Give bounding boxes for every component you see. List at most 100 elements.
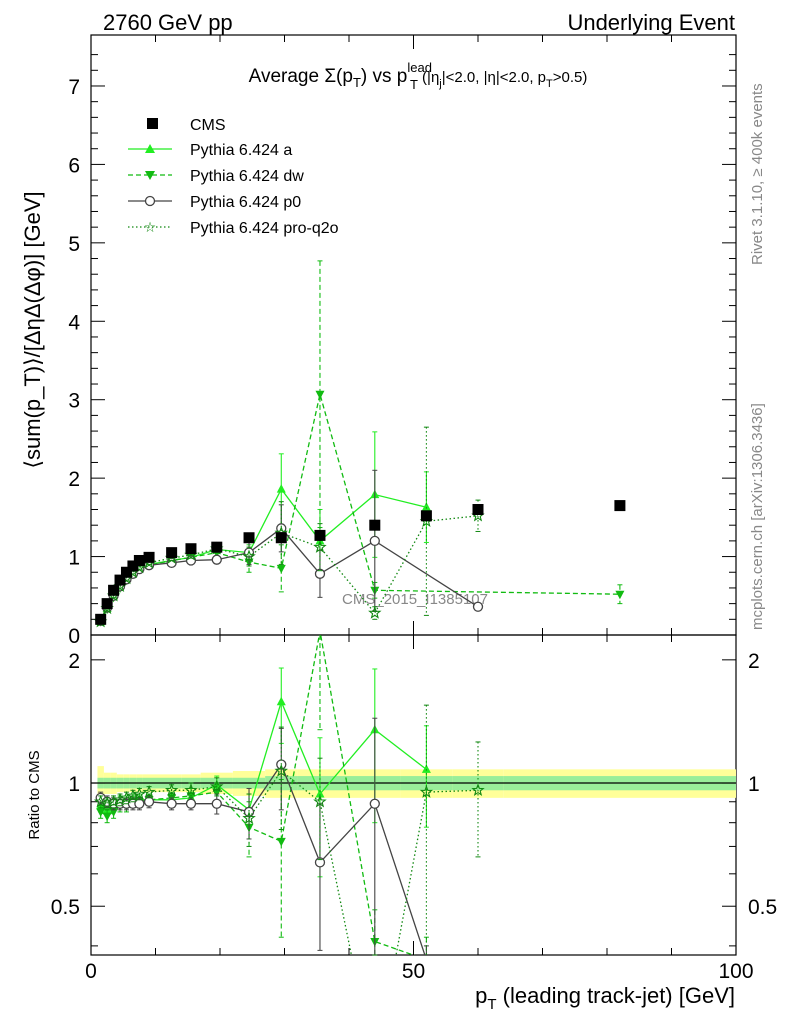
- ratio-pythia-6-424-a-marker: [102, 804, 112, 814]
- x-axis-label: pT (leading track-jet) [GeV]: [475, 983, 735, 1013]
- ratio-pythia-6-424-p0-marker: [134, 798, 145, 809]
- main-pythia-6-424-dw-marker: [615, 590, 625, 600]
- ratio-y-tick-label-left: 0.5: [51, 896, 80, 919]
- legend-cms-marker: [147, 118, 158, 129]
- cms-data-point: [133, 554, 145, 566]
- ratio-pythia-6-424-p0-marker: [314, 857, 326, 868]
- ratio-pythia-6-424-p0-marker: [211, 798, 222, 809]
- x-tick-label: 50: [402, 960, 425, 983]
- ratio-pythia-6-424-pro-q2o-line: [100, 770, 479, 955]
- ratio-y-tick-label-right: 0.5: [748, 896, 777, 919]
- ratio-panel-data: [93, 635, 485, 956]
- cms-data-point: [101, 598, 113, 610]
- legend-proq2o-label: Pythia 6.424 pro-q2o: [190, 220, 339, 237]
- main-y-tick-label: 3: [68, 390, 80, 413]
- cms-data-point: [114, 574, 126, 586]
- ratio-pythia-6-424-pro-q2o-marker: [184, 783, 198, 796]
- ratio-pythia-6-424-pro-q2o-marker: [142, 784, 156, 798]
- main-pythia-6-424-a-marker: [276, 484, 286, 493]
- main-pythia-6-424-pro-q2o-marker: [242, 549, 256, 563]
- ratio-y-tick-label-left: 2: [68, 650, 80, 673]
- analysis-watermark: CMS_2015_I1385107: [342, 591, 488, 608]
- cms-data-point: [472, 504, 484, 516]
- axis-ticks: 0 50 100 0 1 2 3 4 5 6 7 0.5 0.5 1 1 2 2: [51, 35, 777, 983]
- cms-data-point: [420, 510, 432, 522]
- ratio-pythia-6-424-dw-marker: [96, 808, 106, 817]
- cms-data-point: [108, 584, 120, 596]
- plot-title: Average Σ(pT) vs plead T (|ηj|<2.0, |η|<2…: [249, 60, 588, 92]
- cms-data-point: [166, 547, 178, 559]
- main-pythia-6-424-p0-marker: [472, 601, 484, 612]
- main-y-tick-label: 6: [68, 154, 80, 177]
- main-pythia-6-424-p0-marker: [369, 535, 380, 547]
- main-pythia-6-424-pro-q2o-marker: [368, 605, 382, 619]
- ratio-pythia-6-424-dw-marker: [109, 808, 119, 817]
- main-pythia-6-424-dw-line: [100, 394, 620, 622]
- ratio-pythia-6-424-p0-marker: [185, 798, 197, 809]
- cms-data-point: [243, 532, 255, 544]
- ratio-pythia-6-424-a-marker: [421, 764, 431, 773]
- legend-dw-label: Pythia 6.424 dw: [190, 168, 304, 185]
- ratio-pythia-6-424-a-marker: [276, 696, 286, 706]
- ratio-uncertainty-bands: [91, 766, 736, 802]
- ratio-y-tick-label-right: 1: [748, 773, 760, 796]
- cms-data-point: [211, 541, 223, 553]
- ratio-pythia-6-424-p0-marker: [143, 796, 155, 807]
- main-y-tick-label: 4: [68, 311, 80, 334]
- main-panel-data: [93, 260, 626, 628]
- main-y-tick-label: 5: [68, 233, 80, 256]
- legend-a-marker: [145, 144, 155, 153]
- ratio-pythia-6-424-pro-q2o-marker: [132, 786, 147, 800]
- cms-data-point: [314, 529, 326, 541]
- legend-a-label: Pythia 6.424 a: [190, 142, 292, 159]
- cms-data-point: [614, 500, 626, 512]
- main-pythia-6-424-dw-marker: [315, 390, 325, 400]
- main-y-tick-label: 1: [68, 547, 80, 570]
- ratio-pythia-6-424-pro-q2o-marker: [274, 763, 288, 777]
- cms-data-point: [275, 532, 287, 544]
- cms-data-point: [369, 519, 381, 531]
- legend-dw-marker: [145, 171, 155, 180]
- ratio-pythia-6-424-dw-marker: [102, 812, 112, 822]
- header-right: Underlying Event: [567, 10, 735, 35]
- legend-p0-label: Pythia 6.424 p0: [190, 194, 301, 211]
- cms-data-point: [95, 613, 107, 625]
- ratio-pythia-6-424-p0-marker: [166, 798, 177, 809]
- main-pythia-6-424-a-marker: [421, 502, 431, 511]
- ratio-pythia-6-424-pro-q2o-marker: [471, 783, 485, 796]
- rivet-version-label: Rivet 3.1.10, ≥ 400k events: [749, 83, 766, 265]
- x-tick-label: 100: [718, 960, 753, 983]
- ratio-pythia-6-424-pro-q2o-marker: [313, 794, 327, 808]
- ratio-pythia-6-424-pro-q2o-marker: [242, 811, 256, 825]
- cms-data-point: [120, 566, 132, 578]
- cms-data-point: [185, 543, 197, 555]
- main-pythia-6-424-pro-q2o-marker: [313, 540, 327, 553]
- cms-data-point: [143, 551, 155, 563]
- cms-data-point: [127, 560, 139, 572]
- ratio-pythia-6-424-a-marker: [315, 789, 325, 798]
- ratio-pythia-6-424-pro-q2o-marker: [164, 783, 179, 796]
- header-left: 2760 GeV pp: [103, 10, 233, 35]
- ratio-pythia-6-424-pro-q2o-marker: [419, 785, 434, 798]
- legend-proq2o-marker: ☆: [144, 219, 157, 235]
- ratio-pythia-6-424-pro-q2o-marker: [93, 794, 108, 808]
- main-y-tick-label: 0: [68, 625, 80, 648]
- main-pythia-6-424-dw-marker: [276, 564, 286, 574]
- main-y-tick-label: 7: [68, 76, 80, 99]
- main-pythia-6-424-p0-marker: [211, 554, 222, 565]
- legend-p0-marker: [144, 195, 156, 207]
- ratio-pythia-6-424-pro-q2o-marker: [209, 779, 224, 793]
- main-y-tick-label: 2: [68, 468, 80, 491]
- legend: CMS Pythia 6.424 a Pythia 6.424 dw Pythi…: [128, 117, 339, 237]
- x-tick-label: 0: [85, 960, 97, 983]
- ratio-pythia-6-424-p0-marker: [369, 798, 380, 809]
- ratio-y-tick-label-left: 1: [68, 773, 80, 796]
- legend-cms-label: CMS: [190, 117, 226, 134]
- ratio-pythia-6-424-dw-marker: [276, 837, 286, 847]
- main-pythia-6-424-p0-marker: [314, 568, 326, 579]
- ratio-y-axis-label: Ratio to CMS: [26, 750, 43, 839]
- mcplots-label: mcplots.cern.ch [arXiv:1306.3436]: [749, 403, 766, 630]
- main-y-axis-label: ⟨sum(p_T)⟩/[ΔηΔ(Δφ)] [GeV]: [20, 191, 45, 468]
- ratio-y-tick-label-right: 2: [748, 650, 760, 673]
